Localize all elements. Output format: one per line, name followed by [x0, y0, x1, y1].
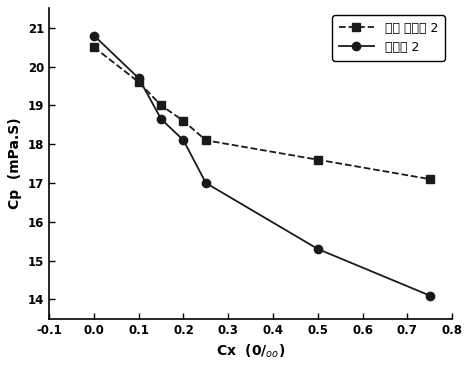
对照 降粘剂 2 — [136, 80, 141, 84]
降粘剂 2 — [315, 247, 321, 251]
对照 降粘剂 2 — [181, 119, 187, 123]
X-axis label: Cx  (0/$_{oo}$): Cx (0/$_{oo}$) — [216, 342, 285, 360]
Legend: 对照 降粘剂 2, 降粘剂 2: 对照 降粘剂 2, 降粘剂 2 — [332, 15, 445, 61]
降粘剂 2 — [91, 33, 97, 38]
对照 降粘剂 2 — [91, 45, 97, 49]
Y-axis label: Cp  (mPa.S): Cp (mPa.S) — [8, 118, 22, 209]
对照 降粘剂 2 — [203, 138, 209, 142]
降粘剂 2 — [136, 76, 141, 80]
Line: 降粘剂 2: 降粘剂 2 — [90, 31, 434, 300]
降粘剂 2 — [203, 181, 209, 185]
对照 降粘剂 2 — [158, 103, 164, 107]
降粘剂 2 — [158, 117, 164, 121]
降粘剂 2 — [427, 293, 432, 298]
对照 降粘剂 2 — [315, 158, 321, 162]
降粘剂 2 — [181, 138, 187, 142]
对照 降粘剂 2 — [427, 177, 432, 181]
Line: 对照 降粘剂 2: 对照 降粘剂 2 — [90, 43, 434, 183]
